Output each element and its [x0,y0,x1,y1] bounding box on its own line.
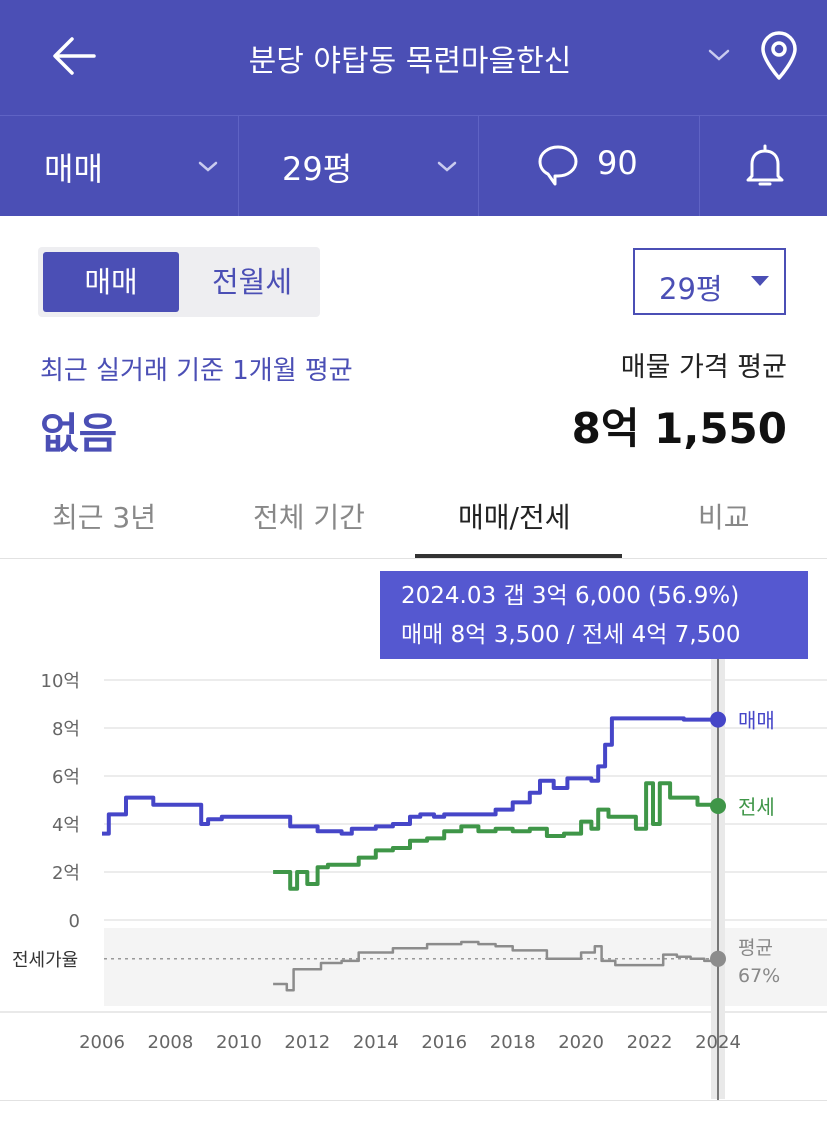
y-tick-label: 0 [69,911,80,932]
trade-type-label: 매매 [44,150,103,188]
bell-icon [746,144,784,186]
recent-trade-label: 최근 실거래 기준 1개월 평균 [40,356,353,386]
arrow-left-icon[interactable] [50,34,98,78]
y-tick-label: 8억 [52,719,80,740]
y-tick-label: 6억 [52,767,80,788]
series-endpoint-marker [710,798,726,814]
x-tick-label: 2014 [353,1032,399,1053]
price-chart[interactable]: 10억 8억 6억 4억 2억 0 전세가율 2006 2008 2010 2012 2014 2016… [0,560,827,1105]
jeonse-series-label: 전세 [738,795,775,819]
sale-series-label: 매매 [738,709,775,733]
page-title[interactable]: 분당 야탑동 목련마을한신 [248,44,572,79]
x-tick-label: 2010 [216,1032,262,1053]
chevron-down-icon [437,161,457,172]
toggle-rent[interactable]: 전월세 [211,265,293,299]
chevron-down-icon [198,161,218,172]
chart-tooltip: 2024.03 갭 3억 6,000 (56.9%) 매매 8억 3,500 /… [380,571,808,659]
series-endpoint-marker [710,950,726,967]
tooltip-price-line: 매매 8억 3,500 / 전세 4억 7,500 [401,622,741,648]
ratio-average-label: 평균 [738,937,773,959]
tab-all-period[interactable]: 전체 기간 [253,501,365,534]
tab-recent-3y[interactable]: 최근 3년 [52,501,156,534]
y-tick-label: 4억 [52,815,80,836]
map-pin-icon[interactable] [758,30,800,82]
sale-series-line [102,716,718,836]
tab-compare[interactable]: 비교 [698,501,750,534]
speech-bubble-icon [538,145,578,186]
comments-button[interactable]: 90 [479,116,700,216]
listing-avg-label: 매물 가격 평균 [620,352,787,383]
top-app-bar: 분당 야탑동 목련마을한신 [0,0,827,115]
y-tick-label: 10억 [41,671,80,692]
area-select-label: 29평 [659,272,723,306]
filter-bar: 매매 29평 90 [0,115,827,216]
ratio-axis-label: 전세가율 [12,950,78,971]
jeonse-series-line [273,781,720,891]
toggle-sale[interactable]: 매매 [43,252,179,312]
x-tick-label: 2020 [558,1032,604,1053]
divider [0,1100,827,1101]
comment-count: 90 [597,144,638,182]
jeonse-ratio-series-line [273,940,720,992]
alarm-button[interactable] [700,116,827,216]
x-tick-label: 2012 [284,1032,330,1053]
area-dropdown[interactable]: 29평 [239,116,479,216]
caret-down-icon [751,276,769,286]
x-tick-label: 2016 [421,1032,467,1053]
x-tick-label: 2024 [695,1032,741,1053]
active-tab-indicator [415,554,622,558]
area-select[interactable]: 29평 [633,248,786,315]
deal-type-toggle: 매매 전월세 [38,247,320,317]
x-tick-label: 2022 [627,1032,673,1053]
ratio-average-value: 67% [738,965,780,987]
listing-avg-value: 8억 1,550 [571,404,787,453]
period-tabs: 최근 3년 전체 기간 매매/전세 비교 [0,478,827,559]
tab-sale-jeonse[interactable]: 매매/전세 [458,501,571,534]
series-endpoint-marker [710,711,726,728]
trade-type-dropdown[interactable]: 매매 [0,116,239,216]
tooltip-gap-line: 2024.03 갭 3억 6,000 (56.9%) [401,583,740,609]
x-tick-label: 2018 [490,1032,536,1053]
x-tick-label: 2006 [79,1032,125,1053]
chevron-down-icon[interactable] [706,42,732,68]
x-tick-label: 2008 [148,1032,194,1053]
recent-trade-value: 없음 [40,409,118,458]
y-tick-label: 2억 [52,863,80,884]
area-label: 29평 [282,150,353,188]
